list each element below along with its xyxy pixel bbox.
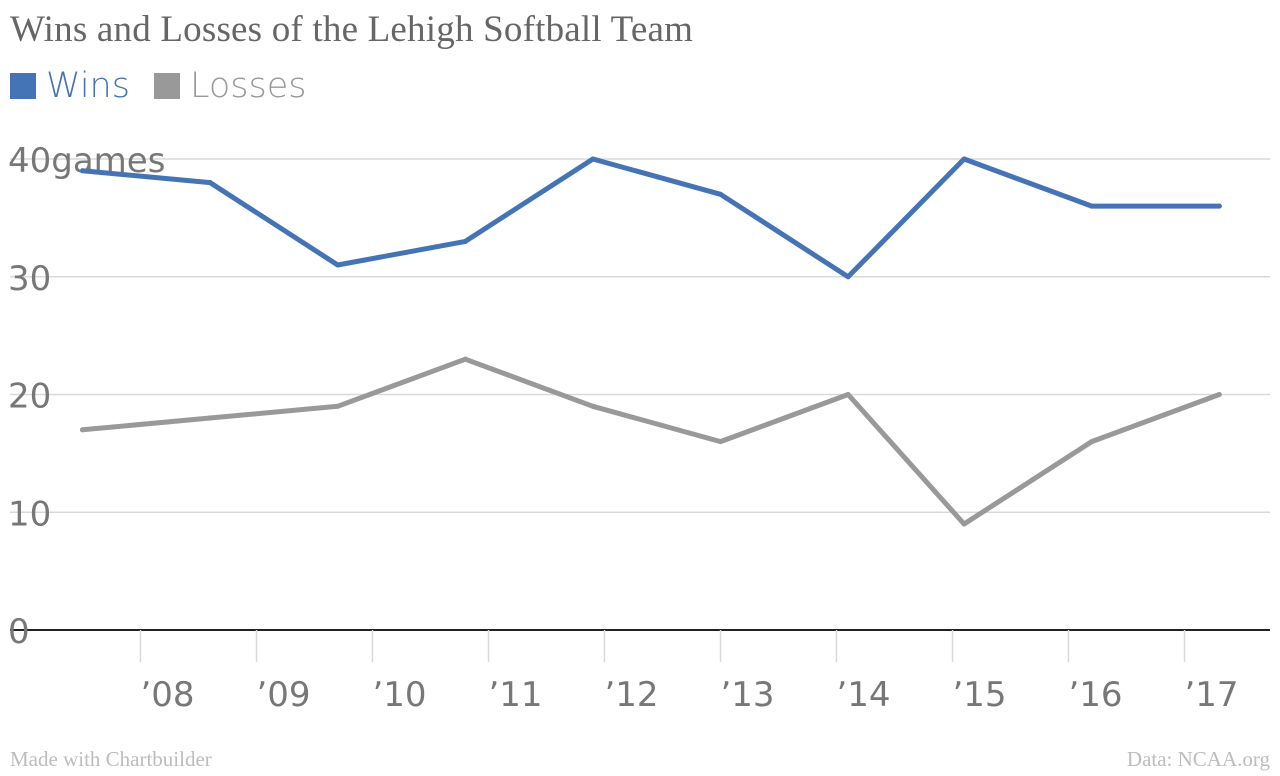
x-axis: ’08 ’09 ’10 ’11 ’12 ’13 ’14 ’15 ’16 ’17 (139, 630, 1239, 715)
legend-swatch-wins (10, 73, 36, 99)
data-point-losses-1 (207, 415, 213, 421)
data-point-wins-0 (80, 168, 85, 174)
series-line-losses (80, 356, 1222, 527)
data-point-losses-2 (335, 403, 341, 409)
x-tick-label-2015: ’15 (952, 675, 1006, 715)
data-point-wins-1 (207, 180, 213, 186)
legend-swatch-losses (153, 73, 180, 99)
series-group (80, 156, 1222, 527)
legend-item-losses: Losses (153, 66, 307, 106)
data-point-wins-5 (718, 191, 723, 197)
y-tick-label-20: 20 (8, 377, 51, 417)
data-point-losses-4 (590, 403, 596, 409)
x-tick-label-2010: ’10 (372, 675, 426, 715)
x-tick-label-2008: ’08 (140, 675, 194, 715)
data-point-losses-8 (1089, 439, 1095, 445)
data-point-wins-3 (462, 238, 468, 244)
x-tick-label-2009: ’09 (256, 675, 310, 715)
y-tick-label-40: 40 (8, 141, 51, 181)
legend: Wins Losses (10, 66, 331, 106)
data-point-losses-0 (80, 427, 85, 433)
x-tick-label-2014: ’14 (836, 675, 890, 715)
data-point-losses-3 (462, 356, 468, 362)
chart-title: Wins and Losses of the Lehigh Softball T… (10, 9, 694, 50)
y-tick-label-0: 0 (8, 612, 30, 652)
x-tick-label-2011: ’11 (488, 675, 542, 715)
y-tick-label-10: 10 (8, 494, 51, 534)
x-tick-label-2012: ’12 (604, 675, 658, 715)
x-tick-label-2017: ’17 (1184, 675, 1238, 715)
source-text: Data: NCAA.org (1126, 747, 1270, 771)
data-point-losses-7 (961, 521, 967, 527)
data-point-wins-8 (1089, 203, 1095, 209)
grid (10, 158, 1270, 631)
data-point-losses-5 (718, 439, 723, 445)
data-point-losses-6 (845, 392, 851, 397)
legend-label-wins: Wins (46, 66, 130, 106)
data-point-wins-6 (845, 274, 851, 280)
y-tick-label-30: 30 (8, 259, 51, 299)
legend-label-losses: Losses (189, 66, 307, 106)
data-point-wins-4 (590, 156, 596, 162)
data-point-wins-7 (961, 156, 967, 162)
x-tick-label-2013: ’13 (720, 675, 774, 715)
data-point-losses-9 (1216, 392, 1222, 397)
legend-item-wins: Wins (10, 66, 130, 106)
data-point-wins-2 (335, 262, 341, 268)
x-tick-label-2016: ’16 (1068, 675, 1122, 715)
data-point-wins-9 (1216, 203, 1222, 209)
credit-text: Made with Chartbuilder (10, 747, 212, 771)
series-line-wins (80, 156, 1222, 280)
